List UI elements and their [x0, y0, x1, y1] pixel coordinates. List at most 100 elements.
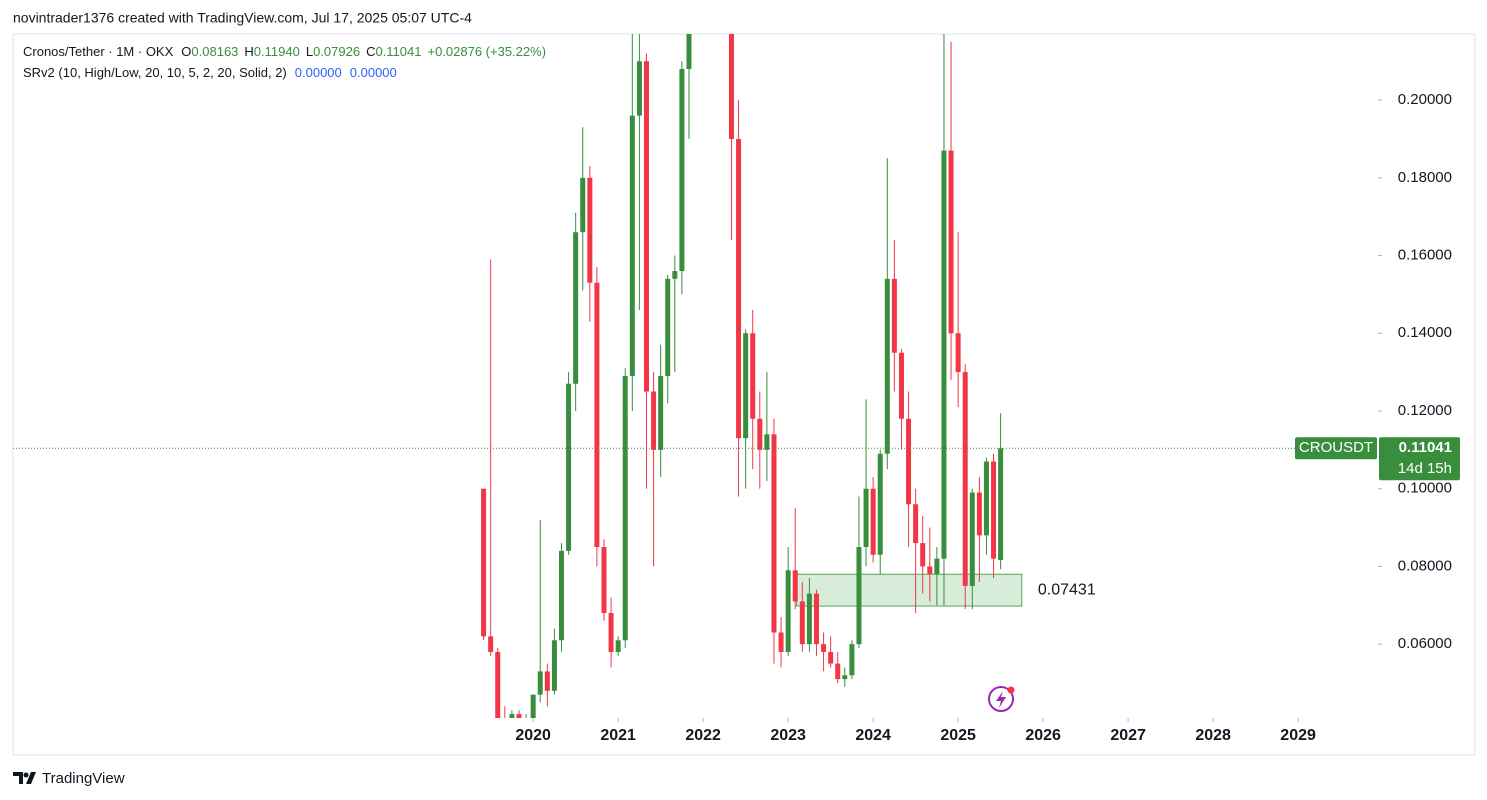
lightning-icon	[988, 686, 1015, 712]
candle-body	[835, 663, 841, 680]
ohlc-value: 0.11041	[375, 44, 421, 59]
candle-body	[558, 550, 564, 641]
y-tick-label: 0.06000	[1398, 635, 1452, 652]
candle-body	[615, 640, 621, 652]
ohlc-label: H	[244, 44, 253, 59]
y-tick-label: 0.08000	[1398, 557, 1452, 574]
candle-body	[891, 278, 897, 353]
indicator-legend: SRv2 (10, High/Low, 20, 10, 5, 2, 20, So…	[23, 65, 397, 80]
x-tick-label: 2023	[770, 727, 806, 744]
x-tick-label: 2020	[515, 727, 551, 744]
zone-level-label: 0.07431	[1038, 581, 1096, 598]
x-tick-label: 2021	[600, 727, 636, 744]
candle-body	[530, 694, 536, 718]
symbol-title: Cronos/Tether · 1M · OKX	[23, 44, 174, 59]
candle-body	[828, 651, 834, 664]
candle-body	[665, 278, 671, 376]
candle-body	[587, 177, 593, 283]
candle-body	[594, 282, 600, 547]
x-tick-label: 2027	[1110, 727, 1146, 744]
y-tick-label: 0.20000	[1398, 91, 1452, 108]
candle-body	[580, 177, 586, 233]
candle-body	[976, 492, 982, 536]
y-tick-label: 0.18000	[1398, 169, 1452, 186]
candle-body	[629, 115, 635, 376]
candle-body	[842, 675, 848, 680]
candle-body	[636, 61, 642, 116]
candle-body	[877, 453, 883, 555]
countdown-text: 14d 15h	[1398, 460, 1452, 477]
candle-body	[998, 448, 1004, 561]
candle-body	[537, 671, 543, 695]
candle-body	[672, 271, 678, 279]
candle-body	[813, 593, 819, 645]
candle-body	[785, 570, 791, 652]
x-tick-label: 2029	[1280, 727, 1316, 744]
price-tag-text: 0.11041	[1399, 439, 1452, 456]
candle-body	[736, 138, 742, 439]
candle-body	[884, 278, 890, 454]
tradingview-logo	[13, 772, 36, 784]
candle-body	[806, 593, 812, 645]
candle-body	[821, 644, 827, 652]
candle-body	[849, 644, 855, 676]
candle-body	[969, 492, 975, 586]
candle-body	[948, 150, 954, 334]
candle-body	[927, 566, 933, 575]
candle-body	[551, 640, 557, 691]
candle-body	[955, 333, 961, 373]
candle-body	[566, 383, 572, 551]
attribution: novintrader1376 created with TradingView…	[13, 10, 472, 26]
candle-body	[991, 461, 997, 559]
y-tick-label: 0.12000	[1398, 402, 1452, 419]
candle-body	[870, 488, 876, 555]
candle-body	[934, 558, 940, 575]
candle-body	[643, 61, 649, 392]
ohlc-value: 0.11940	[254, 44, 300, 59]
ohlc-label: L	[306, 44, 313, 59]
candle-body	[622, 376, 628, 641]
ohlc-label: O	[181, 44, 191, 59]
x-tick-label: 2022	[685, 727, 721, 744]
candle-body	[920, 543, 926, 567]
candle-body	[573, 232, 579, 384]
x-tick-label: 2024	[855, 727, 891, 744]
ohlc-value: 0.08163	[191, 44, 238, 59]
indicator-value: 0.00000	[350, 65, 397, 80]
candle-body	[856, 547, 862, 645]
candle-body	[608, 613, 614, 652]
price-tag	[1379, 437, 1460, 481]
candle-body	[962, 372, 968, 586]
candle-body	[764, 434, 770, 450]
candle-body	[544, 671, 550, 691]
x-tick-label: 2028	[1195, 727, 1231, 744]
indicator-value: 0.00000	[295, 65, 342, 80]
candle-body	[516, 714, 522, 718]
candle-body	[757, 418, 763, 450]
candle-body	[743, 333, 749, 439]
candle-body	[898, 352, 904, 419]
candle-body	[792, 570, 798, 602]
y-tick-label: 0.14000	[1398, 324, 1452, 341]
candle-body	[863, 488, 869, 547]
candle-body	[686, 34, 692, 69]
candle-body	[906, 418, 912, 505]
candle-body	[778, 632, 784, 652]
change-text: +0.02876 (+35.22%)	[427, 44, 546, 59]
x-tick-label: 2026	[1025, 727, 1061, 744]
footer-brand: TradingView	[42, 770, 125, 787]
candle-body	[771, 434, 777, 633]
y-tick-label: 0.16000	[1398, 246, 1452, 263]
candle-body	[658, 376, 664, 450]
candle-body	[488, 636, 494, 652]
candle-body	[941, 150, 947, 559]
symbol-tag-text: CROUSDT	[1299, 439, 1373, 456]
candle-body	[983, 461, 989, 536]
ohlc-label: C	[366, 44, 375, 59]
candle-body	[799, 601, 805, 645]
y-tick-label: 0.10000	[1398, 480, 1452, 497]
candle-body	[495, 651, 501, 718]
plot-area	[481, 34, 1023, 718]
candle-body	[601, 547, 607, 614]
